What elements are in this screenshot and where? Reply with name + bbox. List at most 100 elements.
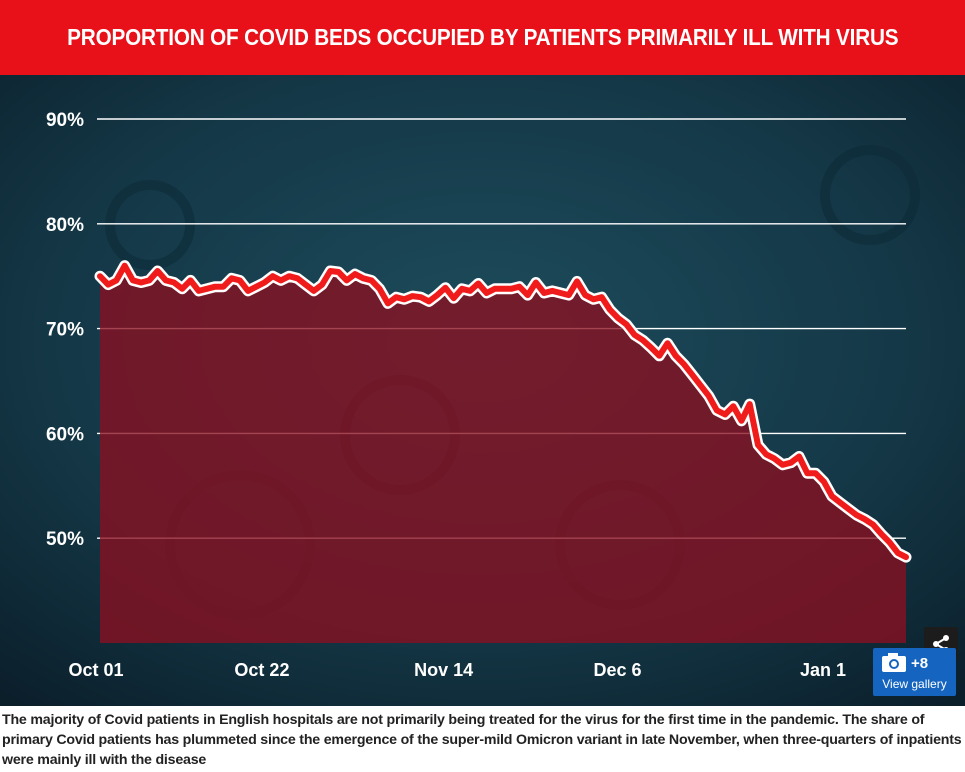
data-point xyxy=(616,316,620,320)
data-point xyxy=(657,354,661,358)
data-point xyxy=(567,293,571,297)
line-layer xyxy=(94,260,912,563)
data-point xyxy=(419,295,423,299)
data-point xyxy=(172,281,176,284)
data-point xyxy=(542,291,546,295)
data-point xyxy=(690,373,694,377)
data-point xyxy=(789,461,793,465)
data-point xyxy=(485,291,489,295)
data-point xyxy=(279,278,283,282)
data-point xyxy=(501,287,505,291)
data-point xyxy=(674,354,678,358)
area-fill xyxy=(100,265,906,643)
data-point xyxy=(328,269,332,273)
data-point xyxy=(443,286,447,290)
data-point xyxy=(707,394,711,398)
data-point xyxy=(888,540,892,544)
chart-area: 50% 60% 70% 80% 90% Oct 01 Oct 22 Nov 14 Dec 6 J… xyxy=(0,75,965,706)
data-point xyxy=(814,471,817,475)
data-point xyxy=(246,289,250,293)
data-point xyxy=(271,274,275,278)
data-point xyxy=(114,278,118,282)
data-point xyxy=(254,285,258,289)
x-tick-label: Dec 6 xyxy=(594,660,642,680)
y-tick-label: 80% xyxy=(46,215,84,236)
data-point xyxy=(863,517,867,521)
data-point xyxy=(526,293,530,297)
data-point xyxy=(320,283,324,287)
data-point xyxy=(781,463,785,467)
data-point xyxy=(287,274,291,278)
data-point xyxy=(509,287,513,291)
data-point xyxy=(394,295,398,299)
data-point xyxy=(715,408,719,412)
data-point xyxy=(797,455,801,458)
data-point xyxy=(402,297,406,301)
chart-svg: 50% 60% 70% 80% 90% Oct 01 Oct 22 Nov 14 Dec 6 J… xyxy=(0,75,965,706)
data-point xyxy=(723,413,727,416)
data-point xyxy=(295,276,299,280)
data-point xyxy=(180,287,184,291)
data-point xyxy=(427,299,431,303)
data-point xyxy=(838,501,842,505)
data-point xyxy=(805,471,809,475)
data-point xyxy=(896,551,900,555)
data-point xyxy=(641,338,645,342)
data-point xyxy=(879,532,883,536)
data-point xyxy=(740,419,743,423)
data-point xyxy=(386,301,390,305)
data-point xyxy=(592,297,595,301)
data-point xyxy=(575,279,579,283)
data-point xyxy=(772,457,776,461)
data-point xyxy=(353,272,357,276)
gallery-label: View gallery xyxy=(882,677,947,691)
data-point xyxy=(583,293,587,297)
camera-icon xyxy=(882,653,906,672)
title-bar: PROPORTION OF COVID BEDS OCCUPIED BY PAT… xyxy=(0,0,965,75)
chart-caption: The majority of Covid patients in Englis… xyxy=(2,712,962,768)
data-point xyxy=(517,285,521,289)
x-tick-label: Oct 22 xyxy=(234,660,289,680)
data-point xyxy=(682,362,686,366)
data-point xyxy=(156,269,160,273)
data-point xyxy=(213,285,217,289)
data-point xyxy=(369,278,373,282)
area-layer xyxy=(100,265,906,643)
data-point xyxy=(304,283,308,287)
data-point xyxy=(460,287,464,291)
data-point xyxy=(600,295,604,299)
data-point xyxy=(871,523,875,527)
data-point xyxy=(221,285,225,289)
data-point xyxy=(731,404,735,408)
data-point xyxy=(855,513,859,517)
data-point xyxy=(493,287,497,291)
x-tick-label: Nov 14 xyxy=(414,660,473,680)
data-point xyxy=(337,270,340,274)
data-point xyxy=(139,281,143,284)
data-point xyxy=(230,276,234,280)
data-point xyxy=(131,278,135,282)
data-point xyxy=(534,281,538,284)
data-point xyxy=(106,283,110,287)
data-point xyxy=(649,346,653,349)
view-gallery-button[interactable]: +8 View gallery xyxy=(873,648,956,696)
data-point xyxy=(559,291,563,295)
data-point xyxy=(164,278,168,282)
data-point xyxy=(263,281,266,284)
y-tick-labels: 50% 60% 70% 80% 90% xyxy=(46,110,84,550)
data-point xyxy=(147,278,151,282)
x-tick-label: Jan 1 xyxy=(800,660,846,680)
data-point xyxy=(904,555,908,559)
y-tick-label: 70% xyxy=(46,320,84,341)
data-point xyxy=(476,282,480,285)
y-tick-label: 60% xyxy=(46,424,84,445)
data-point xyxy=(550,289,554,293)
data-point xyxy=(312,289,316,293)
y-tick-label: 90% xyxy=(46,110,84,131)
data-point xyxy=(98,274,102,278)
data-point xyxy=(468,289,472,293)
data-point xyxy=(205,287,209,291)
data-point xyxy=(238,278,242,282)
data-point xyxy=(345,278,349,282)
data-point xyxy=(452,296,456,300)
